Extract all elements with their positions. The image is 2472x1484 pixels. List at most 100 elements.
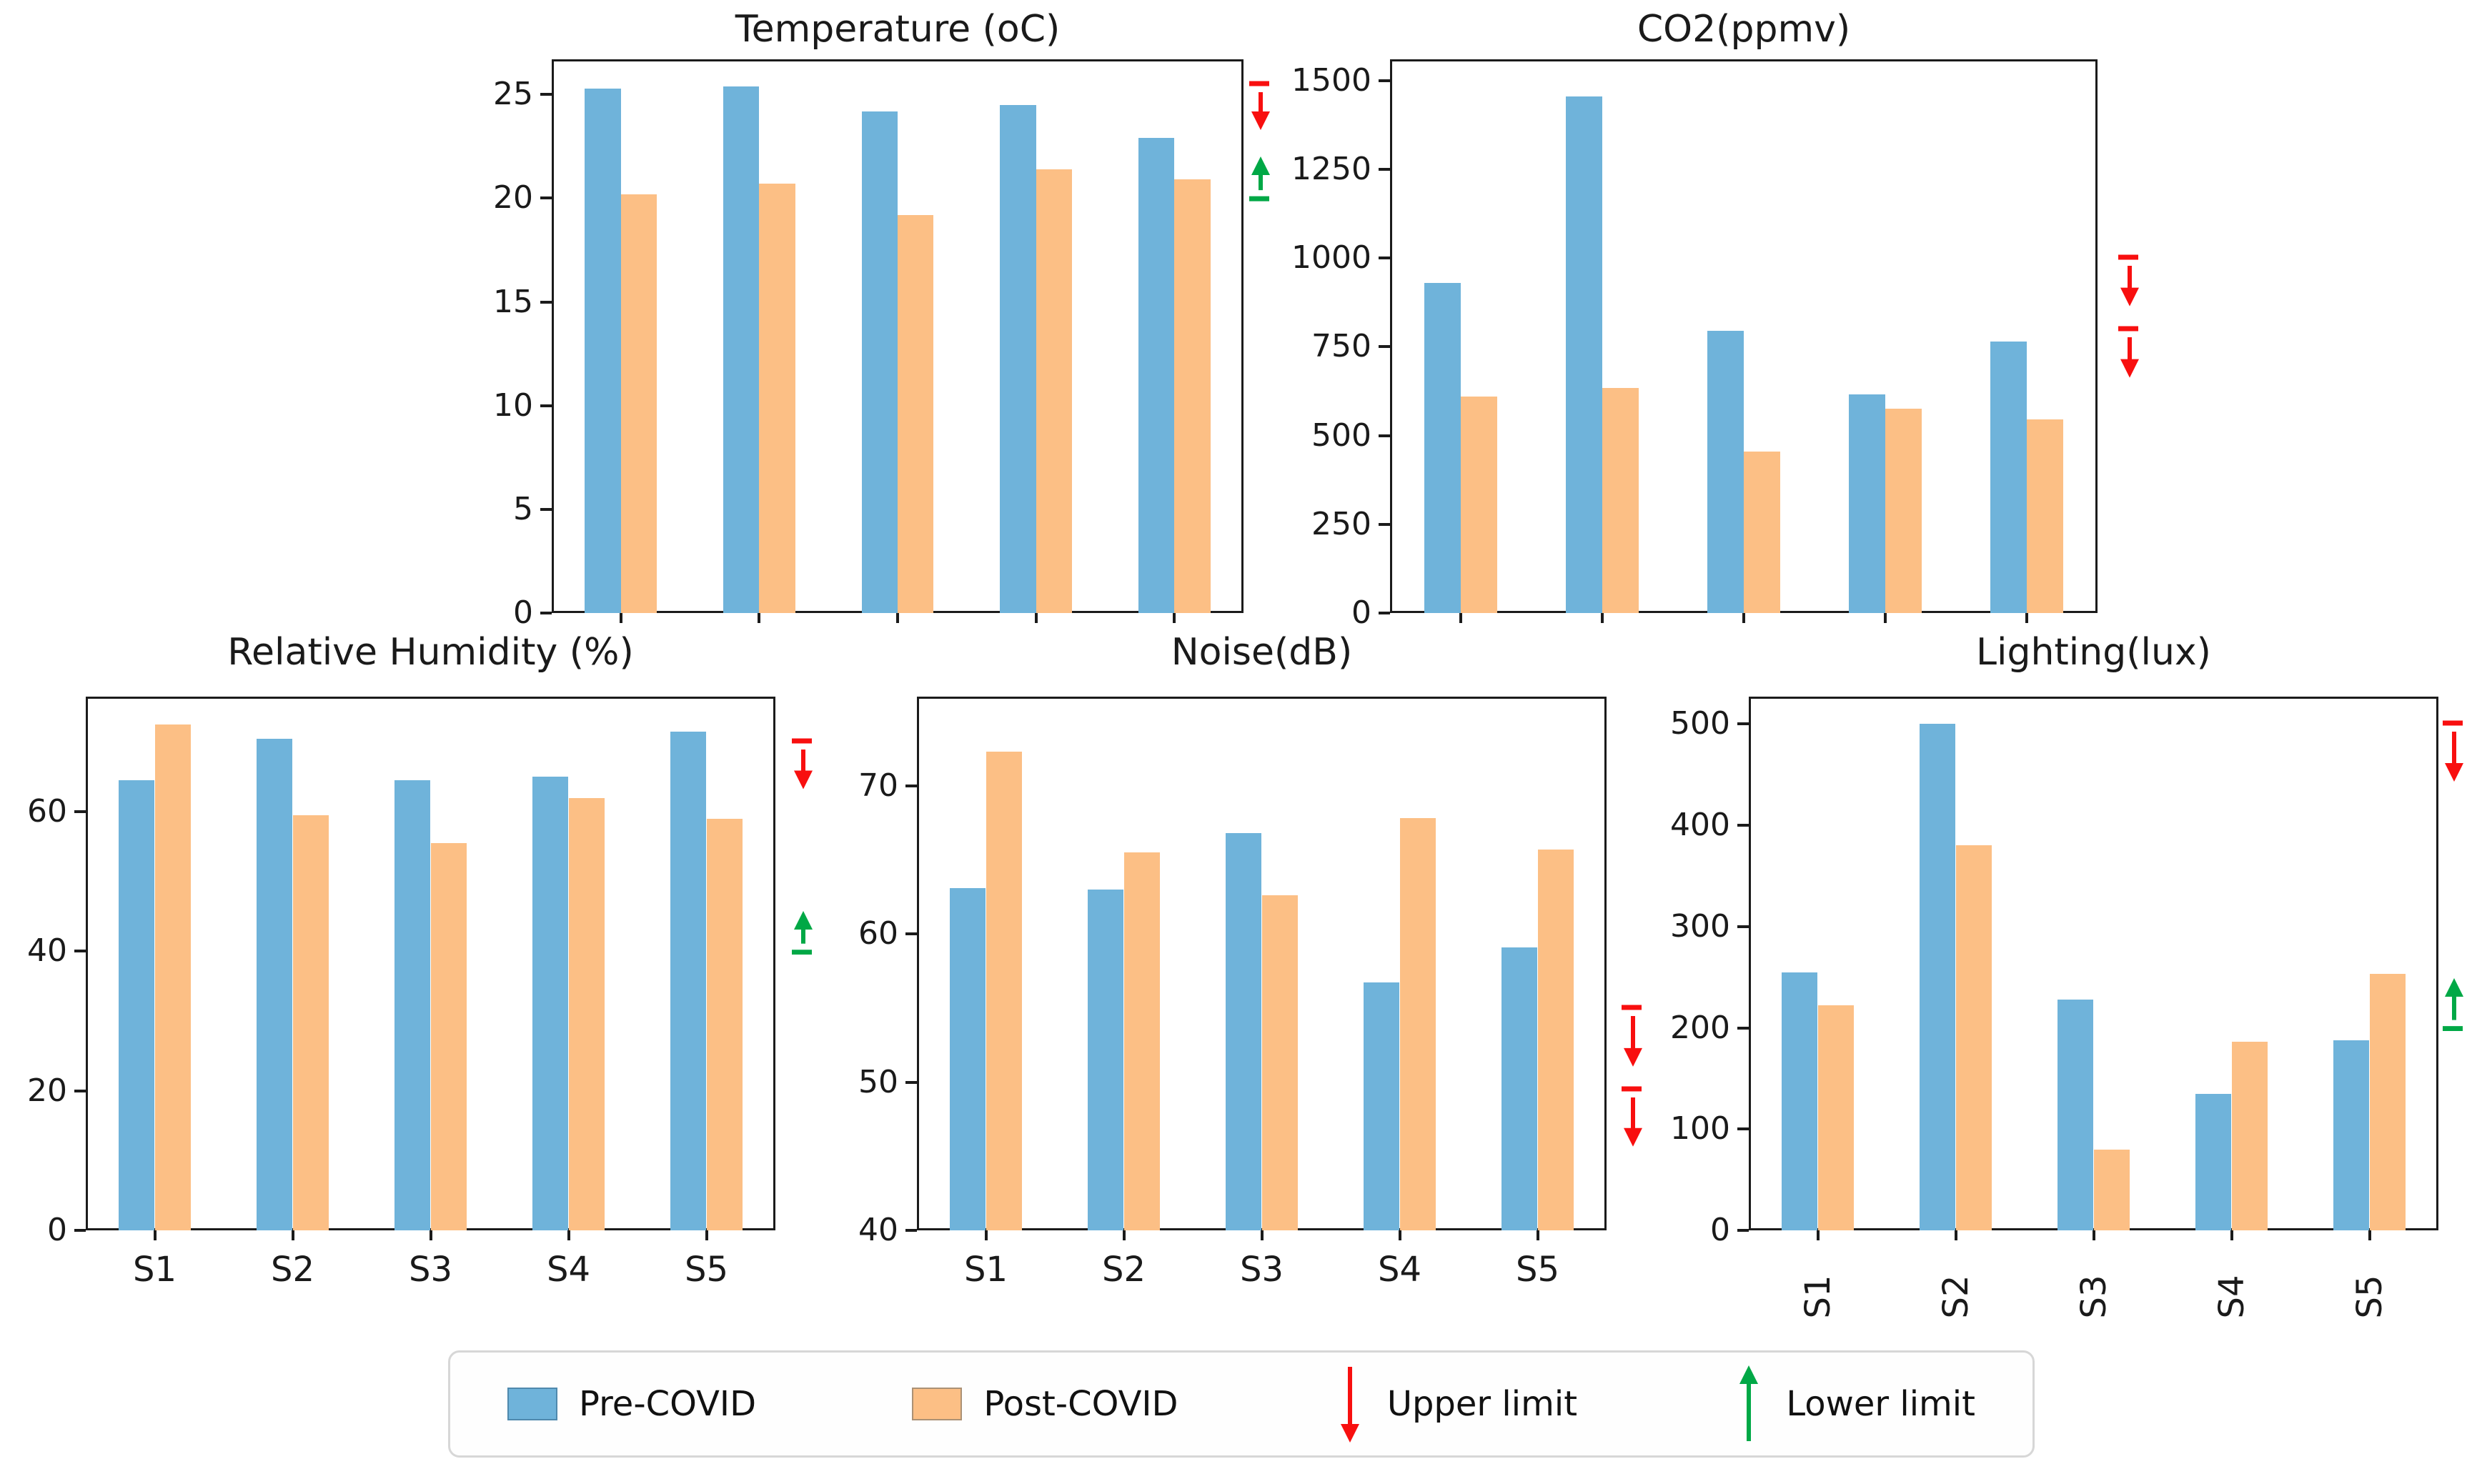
y-tick-label-temperature: 0 [513, 594, 533, 631]
y-tick-humidity [74, 1089, 86, 1092]
bar-lighting-post-covid-s3 [2093, 1149, 2130, 1230]
lower-limit-arrow-icon [1733, 1364, 1764, 1444]
bar-co2-post-covid-s2 [1602, 387, 1639, 613]
y-tick-co2 [1379, 257, 1390, 260]
x-tick-label-noise-s5: S5 [1515, 1250, 1559, 1290]
upper-limit-arrow-humidity-0 [788, 738, 819, 790]
bar-co2-pre-covid-s5 [1990, 341, 2027, 613]
x-tick-noise [1260, 1230, 1264, 1240]
upper-limit-arrow-lighting-0 [2438, 720, 2470, 783]
bar-noise-pre-covid-s2 [1088, 889, 1124, 1230]
upper-limit-arrow-co2-0 [2114, 254, 2145, 308]
x-tick-label-lighting-s4: S4 [2211, 1275, 2252, 1319]
y-tick-label-noise: 50 [858, 1063, 898, 1100]
plot-area-lighting [1749, 697, 2438, 1230]
upper-limit-arrow-co2-1 [2114, 326, 2145, 379]
bar-co2-pre-covid-s2 [1565, 96, 1602, 613]
bar-temperature-pre-covid-s4 [1000, 104, 1036, 613]
y-tick-lighting [1737, 1229, 1749, 1232]
bar-co2-post-covid-s5 [2027, 419, 2064, 613]
bar-humidity-post-covid-s4 [568, 797, 605, 1230]
x-tick-label-humidity-s3: S3 [408, 1250, 452, 1290]
legend-label: Pre-COVID [579, 1384, 757, 1424]
x-tick-co2 [1459, 613, 1462, 623]
y-tick-label-humidity: 0 [47, 1212, 67, 1248]
y-tick-co2 [1379, 434, 1390, 437]
y-tick-lighting [1737, 824, 1749, 827]
bar-noise-pre-covid-s3 [1226, 832, 1262, 1230]
bar-humidity-post-covid-s3 [430, 843, 467, 1230]
x-tick-co2 [2025, 613, 2028, 623]
bar-temperature-pre-covid-s5 [1138, 138, 1175, 613]
y-tick-label-lighting: 200 [1670, 1009, 1730, 1046]
upper-limit-arrow-temperature-0 [1245, 81, 1276, 131]
y-tick-label-lighting: 500 [1670, 705, 1730, 742]
bar-noise-pre-covid-s1 [950, 887, 986, 1230]
bar-co2-post-covid-s4 [1885, 409, 1922, 613]
bar-humidity-post-covid-s5 [706, 818, 743, 1230]
y-tick-label-temperature: 5 [513, 490, 533, 527]
bar-lighting-post-covid-s5 [2369, 974, 2406, 1230]
y-tick-temperature [540, 507, 552, 511]
bar-humidity-post-covid-s2 [292, 815, 329, 1230]
bar-noise-post-covid-s2 [1123, 852, 1160, 1230]
y-tick-label-lighting: 100 [1670, 1110, 1730, 1147]
y-tick-label-co2: 750 [1311, 328, 1371, 365]
x-tick-label-noise-s1: S1 [963, 1250, 1008, 1290]
upper-limit-arrow-icon [1334, 1364, 1366, 1444]
x-tick-temperature [896, 613, 899, 623]
y-tick-lighting [1737, 1026, 1749, 1030]
bar-noise-post-covid-s5 [1537, 849, 1574, 1230]
x-tick-temperature [619, 613, 622, 623]
lower-limit-arrow-humidity-1 [788, 910, 819, 955]
x-tick-co2 [1884, 613, 1887, 623]
bar-co2-pre-covid-s4 [1848, 394, 1885, 613]
x-tick-label-noise-s2: S2 [1101, 1250, 1146, 1290]
y-tick-label-humidity: 40 [27, 932, 67, 970]
y-tick-label-lighting: 300 [1670, 907, 1730, 945]
bar-lighting-pre-covid-s4 [2195, 1093, 2232, 1230]
x-tick-label-humidity-s2: S2 [270, 1250, 314, 1290]
chart-title-noise: Noise(dB) [1171, 631, 1353, 674]
x-tick-lighting [1816, 1230, 1820, 1240]
y-tick-label-co2: 250 [1311, 505, 1371, 542]
x-tick-temperature [1173, 613, 1176, 623]
x-tick-label-noise-s4: S4 [1377, 1250, 1421, 1290]
legend-label: Upper limit [1386, 1384, 1578, 1424]
x-tick-lighting [2092, 1230, 2095, 1240]
y-tick-label-humidity: 20 [27, 1072, 67, 1109]
y-tick-lighting [1737, 925, 1749, 928]
y-tick-label-lighting: 0 [1710, 1212, 1730, 1248]
bar-temperature-pre-covid-s1 [585, 88, 621, 613]
x-tick-temperature [758, 613, 761, 623]
legend-item-upper-limit: Upper limit [1334, 1364, 1577, 1444]
bar-temperature-pre-covid-s2 [723, 86, 760, 613]
bar-temperature-post-covid-s2 [759, 184, 795, 613]
y-tick-label-noise: 70 [858, 767, 898, 804]
y-tick-co2 [1379, 79, 1390, 82]
legend-item-pre-covid: Pre-COVID [507, 1384, 756, 1424]
x-tick-label-noise-s3: S3 [1239, 1250, 1284, 1290]
x-tick-noise [1536, 1230, 1539, 1240]
x-tick-label-humidity-s5: S5 [684, 1250, 728, 1290]
bar-co2-pre-covid-s1 [1424, 282, 1461, 613]
y-tick-temperature [540, 404, 552, 407]
lower-limit-arrow-lighting-1 [2438, 977, 2470, 1032]
y-tick-humidity [74, 810, 86, 814]
y-tick-co2 [1379, 612, 1390, 614]
bar-humidity-post-covid-s1 [154, 724, 191, 1230]
y-tick-label-noise: 60 [858, 915, 898, 952]
y-tick-temperature [540, 196, 552, 200]
legend-swatch-post-covid [912, 1388, 963, 1420]
y-tick-humidity [74, 1229, 86, 1232]
y-tick-lighting [1737, 1127, 1749, 1131]
y-tick-temperature [540, 93, 552, 96]
y-tick-label-co2: 0 [1351, 594, 1371, 631]
x-tick-noise [1122, 1230, 1126, 1240]
y-tick-label-temperature: 10 [493, 387, 533, 424]
bar-lighting-pre-covid-s2 [1920, 724, 1956, 1230]
x-tick-lighting [2368, 1230, 2371, 1240]
y-tick-label-co2: 1500 [1291, 61, 1371, 99]
bar-temperature-post-covid-s1 [620, 194, 657, 613]
y-tick-label-co2: 1000 [1291, 239, 1371, 277]
